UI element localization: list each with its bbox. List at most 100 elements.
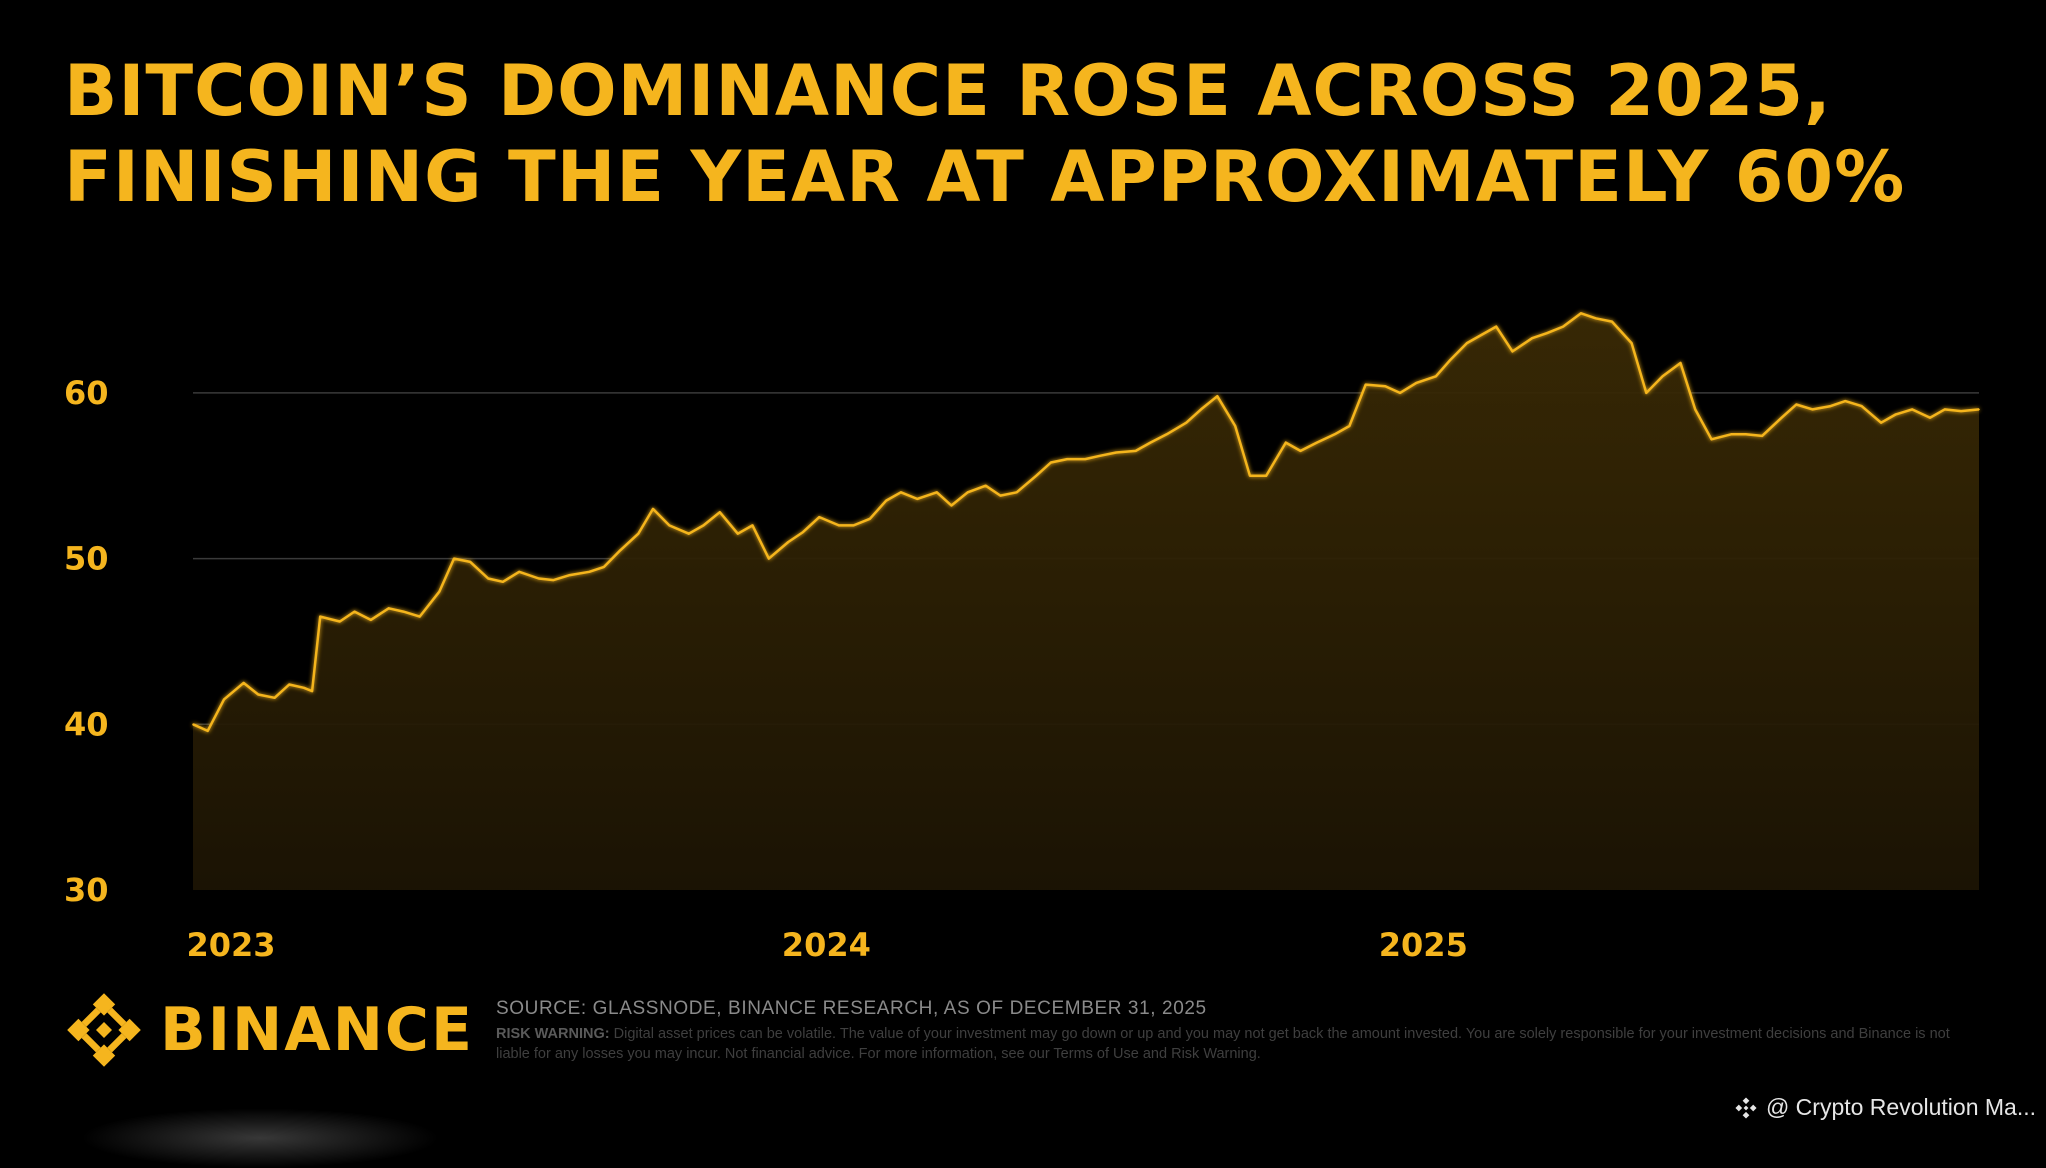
data-point: [1200, 408, 1202, 411]
risk-warning-label: RISK WARNING:: [496, 1026, 610, 1042]
data-point: [1860, 405, 1863, 407]
data-point: [469, 561, 472, 563]
data-point: [1466, 342, 1468, 344]
data-point: [1066, 458, 1069, 460]
data-point: [1384, 385, 1387, 388]
data-point: [1511, 350, 1514, 353]
data-point: [1216, 395, 1219, 397]
source-note: SOURCE: GLASSNODE, BINANCE RESEARCH, AS …: [496, 998, 1207, 1019]
data-point: [984, 484, 987, 487]
x-tick-label: 2025: [1379, 926, 1468, 964]
data-point: [1795, 403, 1798, 406]
data-point: [552, 579, 555, 581]
data-point: [1710, 438, 1713, 441]
data-point: [900, 491, 902, 494]
data-point: [688, 532, 690, 535]
data-point: [242, 682, 245, 684]
data-point: [999, 494, 1002, 497]
binance-logo: BINANCE: [64, 990, 474, 1070]
data-point: [702, 524, 705, 527]
x-tick-label: 2024: [782, 926, 871, 964]
data-point: [502, 580, 504, 583]
data-point: [1035, 474, 1038, 477]
data-point: [1348, 425, 1351, 427]
data-point: [206, 730, 209, 732]
data-point: [1730, 433, 1732, 436]
data-point: [1611, 320, 1613, 323]
data-point: [751, 524, 754, 527]
data-point: [1661, 375, 1664, 378]
data-point: [1943, 408, 1946, 411]
data-point: [1562, 325, 1564, 328]
data-point: [1911, 408, 1913, 411]
risk-warning-text: Digital asset prices can be volatile. Th…: [496, 1026, 1950, 1062]
y-tick-label: 60: [64, 374, 109, 412]
data-point: [257, 693, 260, 696]
data-point: [223, 698, 225, 701]
data-point: [1630, 342, 1633, 344]
data-point: [338, 620, 341, 623]
data-point: [387, 607, 390, 610]
data-point: [1265, 474, 1268, 477]
data-point: [916, 498, 918, 500]
data-point: [603, 566, 605, 568]
watermark-text: @ Crypto Revolution Ma...: [1765, 1094, 2036, 1120]
chart-title: BITCOIN’S DOMINANCE ROSE ACROSS 2025, FI…: [64, 48, 2024, 220]
watermark[interactable]: @ Crypto Revolution Ma...: [1734, 1094, 2036, 1121]
binance-diamond-icon: [67, 993, 141, 1067]
series-area-fill: [193, 313, 1979, 890]
data-point: [1415, 382, 1418, 384]
data-point: [438, 590, 441, 593]
data-point: [537, 577, 540, 580]
data-point: [1480, 334, 1483, 336]
data-point: [1435, 375, 1437, 378]
data-point: [1829, 405, 1832, 407]
data-point: [369, 619, 372, 621]
data-point: [311, 690, 313, 692]
data-point: [487, 577, 490, 580]
data-point: [935, 491, 938, 494]
data-point: [1149, 441, 1152, 444]
data-point: [1249, 474, 1251, 477]
data-point: [1285, 441, 1287, 444]
data-point: [1185, 421, 1188, 424]
data-point: [1960, 410, 1962, 412]
data-point: [453, 557, 455, 560]
data-point: [319, 615, 322, 618]
data-point: [1895, 413, 1897, 416]
data-point: [273, 696, 276, 699]
chart-area: 30 40 50 60 2023 2024 2025: [64, 312, 1980, 964]
data-point: [1364, 383, 1367, 386]
data-point: [418, 615, 421, 618]
data-point: [1015, 491, 1018, 494]
data-point: [402, 610, 405, 613]
data-point: [652, 508, 654, 510]
data-point: [1594, 317, 1597, 320]
data-point: [1084, 458, 1086, 460]
data-point: [353, 610, 356, 613]
data-point: [1315, 441, 1318, 444]
data-point: [1929, 416, 1931, 419]
x-tick-label: 2023: [186, 926, 275, 964]
data-point: [885, 499, 887, 502]
data-point: [1333, 433, 1336, 436]
data-point: [192, 723, 194, 726]
data-point: [1780, 416, 1783, 419]
data-point: [1645, 392, 1648, 394]
data-point: [802, 531, 804, 533]
data-point: [869, 518, 871, 520]
data-point: [288, 683, 291, 686]
data-point: [1679, 362, 1682, 364]
y-tick-label: 40: [64, 705, 109, 743]
data-point: [619, 549, 622, 552]
data-point: [637, 532, 640, 535]
data-point: [1531, 337, 1533, 339]
data-point: [736, 532, 739, 535]
y-tick-label: 30: [64, 871, 109, 909]
data-point: [1399, 392, 1401, 394]
data-point: [838, 524, 840, 527]
title-line-2: FINISHING THE YEAR AT APPROXIMATELY 60%: [64, 136, 1906, 218]
data-point: [1744, 433, 1747, 436]
data-point: [668, 524, 671, 527]
data-point: [1050, 461, 1052, 464]
